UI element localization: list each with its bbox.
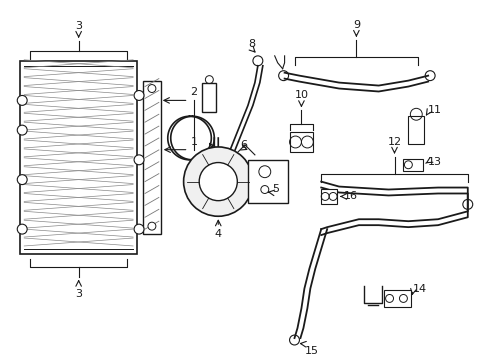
Bar bbox=[247, 160, 287, 203]
Circle shape bbox=[17, 175, 27, 185]
Circle shape bbox=[17, 224, 27, 234]
Text: 3: 3 bbox=[75, 21, 82, 31]
Text: 11: 11 bbox=[427, 105, 441, 115]
Circle shape bbox=[134, 90, 143, 100]
Circle shape bbox=[17, 95, 27, 105]
Text: 1: 1 bbox=[190, 137, 197, 147]
Text: 5: 5 bbox=[271, 184, 278, 194]
Text: 12: 12 bbox=[386, 137, 401, 147]
Text: 8: 8 bbox=[247, 39, 255, 49]
Bar bbox=[202, 82, 216, 112]
Bar bbox=[142, 81, 161, 234]
Text: 7: 7 bbox=[220, 150, 227, 160]
Bar bbox=[407, 116, 424, 144]
Circle shape bbox=[183, 147, 252, 216]
Text: 16: 16 bbox=[344, 192, 357, 202]
Circle shape bbox=[148, 222, 156, 230]
Circle shape bbox=[17, 125, 27, 135]
Bar bbox=[289, 132, 313, 152]
Bar bbox=[20, 61, 137, 254]
Text: 14: 14 bbox=[412, 284, 427, 293]
Text: 6: 6 bbox=[240, 140, 246, 150]
Bar bbox=[403, 159, 422, 171]
Text: 9: 9 bbox=[352, 20, 359, 30]
Circle shape bbox=[134, 224, 143, 234]
Circle shape bbox=[134, 155, 143, 165]
Text: 2: 2 bbox=[190, 87, 197, 98]
Bar bbox=[383, 289, 410, 307]
Text: 13: 13 bbox=[427, 157, 441, 167]
Circle shape bbox=[199, 162, 237, 201]
Text: 15: 15 bbox=[304, 346, 318, 356]
Text: 10: 10 bbox=[294, 90, 308, 100]
Bar bbox=[321, 189, 336, 204]
Text: 4: 4 bbox=[214, 229, 222, 239]
Circle shape bbox=[148, 85, 156, 93]
Text: 3: 3 bbox=[75, 288, 82, 298]
